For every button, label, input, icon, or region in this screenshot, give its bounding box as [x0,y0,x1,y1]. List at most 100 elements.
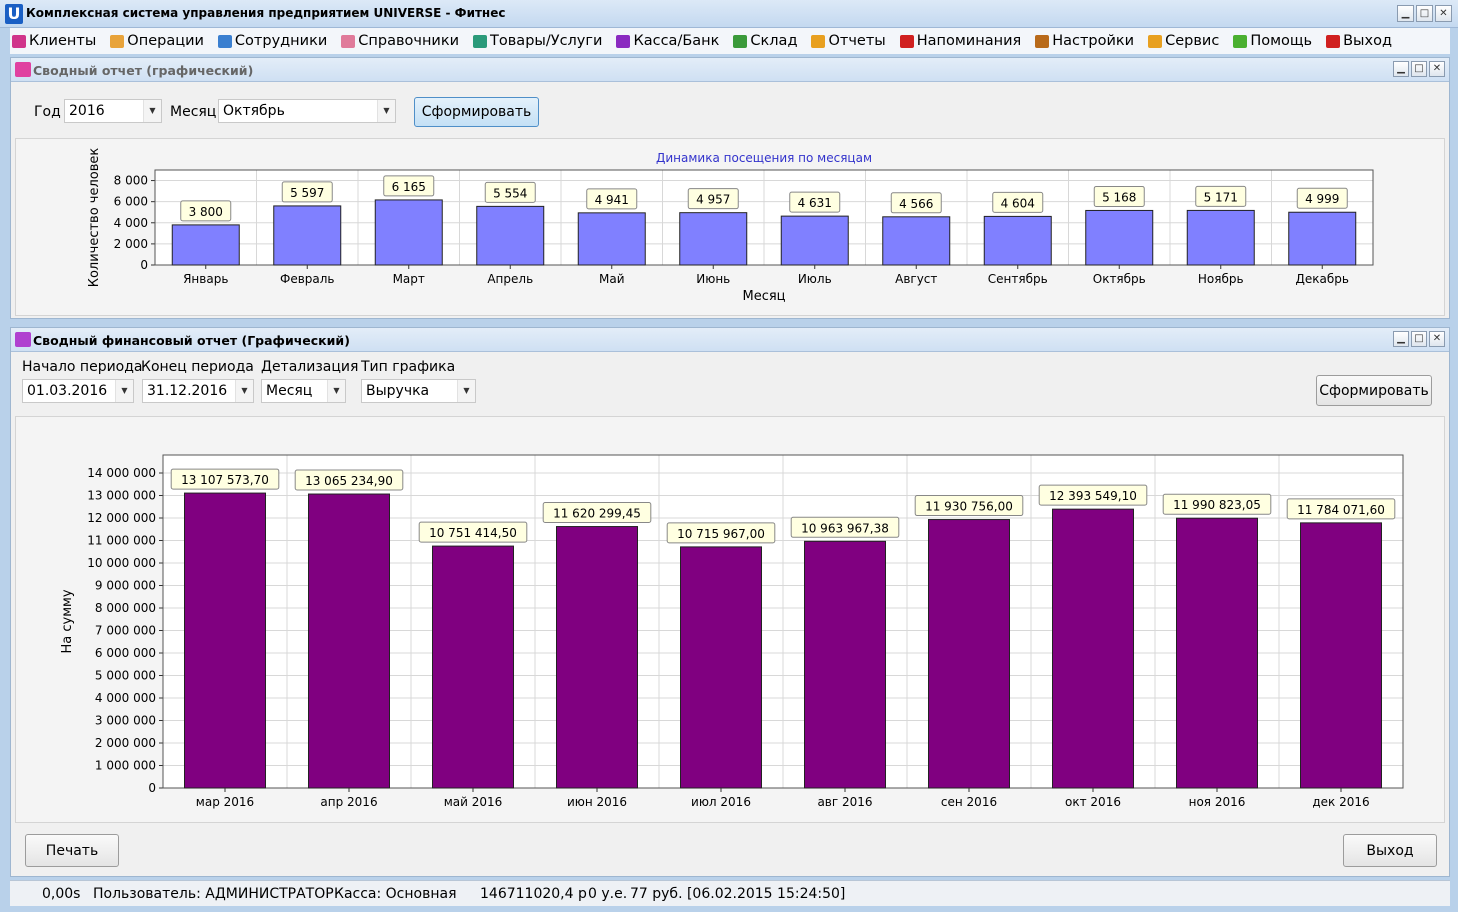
data-label-box [790,516,900,538]
chevron-down-icon[interactable]: ▼ [235,380,253,402]
menu-item-settings[interactable]: Настройки [1035,33,1134,49]
x-tick-label: Январь [183,272,228,286]
reminder-icon [899,34,914,48]
x-tick-label: сен 2016 [941,795,997,809]
year-select[interactable]: 2016 ▼ [64,99,162,123]
panel-close-button[interactable]: ✕ [1429,61,1445,77]
chart-type-label: Тип графика [361,359,456,375]
data-label-box [992,191,1044,213]
data-label: 11 784 071,60 [1297,503,1385,517]
data-label-box [789,191,841,213]
menu-item-service[interactable]: Сервис [1148,33,1219,49]
menu-item-employees[interactable]: Сотрудники [217,33,327,49]
menu-item-label: Помощь [1250,33,1313,49]
exit-icon [1326,34,1341,48]
data-label: 10 751 414,50 [429,526,517,540]
year-value: 2016 [69,103,105,119]
x-tick-label: июл 2016 [691,795,751,809]
chevron-down-icon[interactable]: ▼ [377,100,395,122]
menu-item-exit[interactable]: Выход [1326,33,1392,49]
menu-item-label: Сервис [1165,33,1220,49]
period-start-picker[interactable]: 01.03.2016 ▼ [22,379,134,403]
data-label-box [687,188,739,210]
chevron-down-icon[interactable]: ▼ [327,380,345,402]
data-label-box [281,181,333,203]
period-end-picker[interactable]: 31.12.2016 ▼ [142,379,254,403]
data-label-box [890,192,942,214]
data-label: 11 990 823,05 [1173,498,1261,512]
menu-item-goods[interactable]: Товары/Услуги [473,33,602,49]
x-tick-label: Март [393,272,425,286]
panel-minimize-button[interactable]: ▁ [1393,331,1409,347]
exit-button[interactable]: Выход [1343,834,1437,867]
employees-icon [217,34,232,48]
data-label: 11 930 756,00 [925,500,1013,514]
window-controls: ▁ □ ✕ [1397,5,1452,22]
status-bar: 0,00s Пользователь: АДМИНИСТРАТОР Касса:… [10,880,1450,906]
detail-label: Детализация [261,359,359,375]
bar [556,526,638,789]
year-label: Год [34,104,61,120]
chart-type-select[interactable]: Выручка ▼ [361,379,476,403]
status-user: Пользователь: АДМИНИСТРАТОР [93,886,334,902]
data-label: 4 566 [899,197,933,211]
menu-item-clients[interactable]: Клиенты [12,33,96,49]
panel-window-controls: ▁ □ ✕ [1393,61,1445,77]
data-label-box [418,521,528,543]
y-tick-label: 2 000 [114,237,148,251]
menu-item-operations[interactable]: Операции [110,33,204,49]
generate-button[interactable]: Сформировать [414,97,539,127]
menu-item-label: Напоминания [916,33,1022,49]
detail-select[interactable]: Месяц ▼ [261,379,346,403]
close-button[interactable]: ✕ [1435,5,1452,22]
menu-item-label: Касса/Банк [633,33,720,49]
chevron-down-icon[interactable]: ▼ [143,100,161,122]
y-tick-label: 4 000 000 [95,691,156,705]
maximize-button[interactable]: □ [1416,5,1433,22]
menu-item-help[interactable]: Помощь [1233,33,1312,49]
menu-item-label: Склад [750,33,798,49]
bar [983,215,1052,266]
x-tick-label: апр 2016 [320,795,377,809]
bar [1085,209,1154,266]
generate-button[interactable]: Сформировать [1316,375,1432,406]
print-button[interactable]: Печать [25,834,119,867]
data-label: 5 168 [1102,190,1136,204]
data-label-box [914,495,1024,517]
data-label: 5 597 [290,186,324,200]
bar [374,199,443,266]
data-label: 11 620 299,45 [553,507,641,521]
x-tick-label: май 2016 [444,795,503,809]
menu-item-warehouse[interactable]: Склад [733,33,797,49]
x-tick-label: Июнь [696,272,730,286]
menu-item-label: Справочники [358,33,460,49]
x-tick-label: Июль [798,272,832,286]
chevron-down-icon[interactable]: ▼ [115,380,133,402]
y-tick-label: 1 000 000 [95,759,156,773]
y-axis-label: На сумму [60,589,75,653]
chevron-down-icon[interactable]: ▼ [457,380,475,402]
minimize-button[interactable]: ▁ [1397,5,1414,22]
panel-maximize-button[interactable]: □ [1411,331,1427,347]
panel-minimize-button[interactable]: ▁ [1393,61,1409,77]
y-tick-label: 9 000 000 [95,579,156,593]
x-tick-label: окт 2016 [1065,795,1121,809]
data-label-box [383,175,435,197]
month-select[interactable]: Октябрь ▼ [218,99,396,123]
menu-item-reports[interactable]: Отчеты [811,33,886,49]
menu-item-reference[interactable]: Справочники [341,33,459,49]
bar [928,519,1010,789]
panel-title-bar: Сводный отчет (графический) ▁ □ ✕ [11,58,1449,82]
panel-close-button[interactable]: ✕ [1429,331,1445,347]
menu-item-reminder[interactable]: Напоминания [899,33,1022,49]
y-tick-label: 5 000 000 [95,669,156,683]
bar [1288,211,1357,266]
panel-maximize-button[interactable]: □ [1411,61,1427,77]
menu-item-cash[interactable]: Касса/Банк [616,33,719,49]
chart-type-value: Выручка [366,383,430,399]
y-tick-label: 0 [140,258,148,272]
x-axis-label: Месяц [742,289,785,304]
y-axis-label: Количество человек [87,148,102,288]
x-tick-label: Август [895,272,937,286]
menu-item-label: Товары/Услуги [490,33,603,49]
